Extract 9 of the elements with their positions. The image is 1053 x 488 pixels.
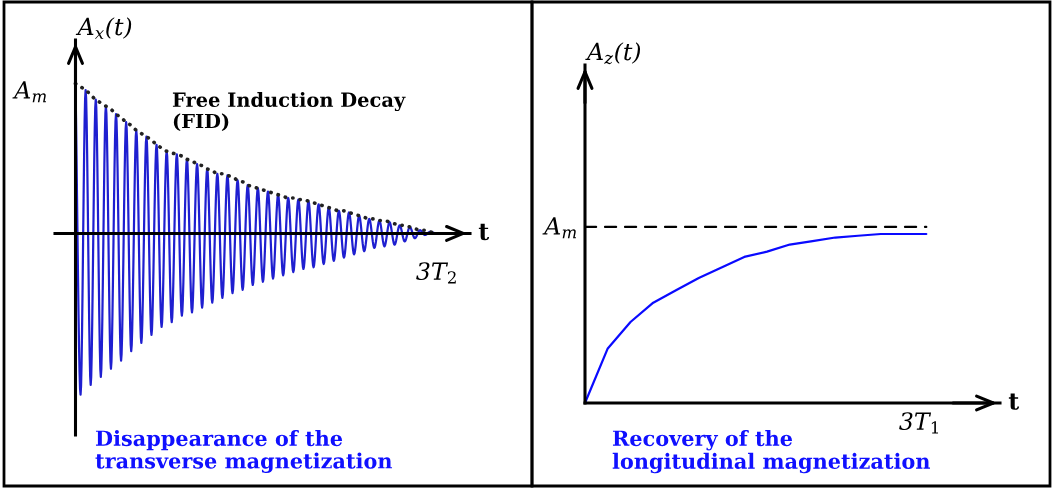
y-axis-title: A$_{z}$(t)	[585, 42, 641, 65]
text: Disappearance of the transverse magnetization	[95, 430, 393, 473]
annotation: A$_{m}$	[542, 217, 577, 239]
text: A$_{m}$	[12, 81, 47, 103]
y-axis-title: A$_{x}$(t)	[75, 17, 132, 39]
x-axis-title: t	[478, 223, 490, 241]
annotation: Free Induction Decay (FID)	[172, 92, 406, 132]
x-axis-title: t	[1008, 393, 1020, 410]
annotation: 3T$_{2}$	[416, 262, 456, 284]
